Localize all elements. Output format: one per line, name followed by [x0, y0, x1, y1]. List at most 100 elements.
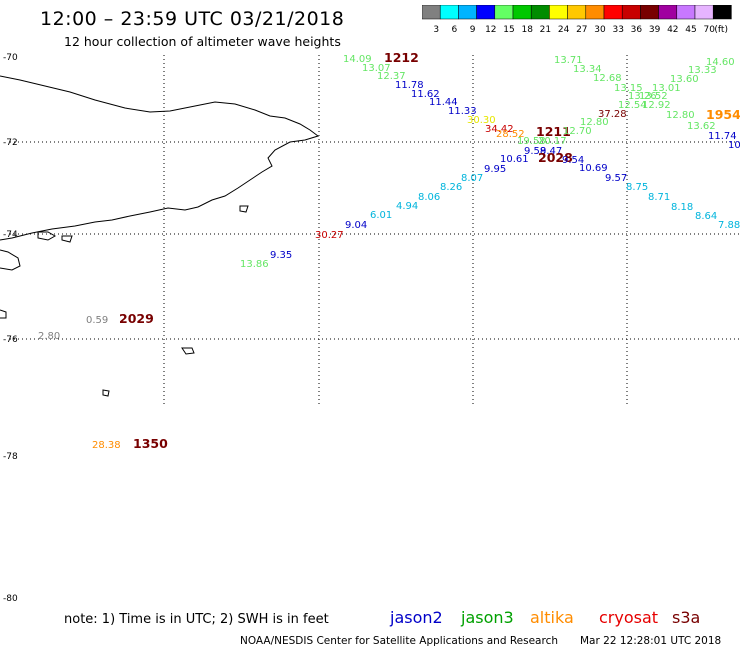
wave-height-value: 13.60	[670, 74, 699, 85]
colorbar-swatch	[712, 5, 732, 20]
wave-height-value: 14.60	[706, 57, 735, 68]
wave-height-value: 13.34	[573, 64, 602, 75]
wave-height-value: 12.37	[377, 71, 406, 82]
mission-s3a: s3a	[672, 608, 701, 627]
colorbar-tick: 27	[576, 25, 587, 35]
colorbar-tick: 70	[703, 25, 715, 35]
wave-height-value: 6.01	[370, 210, 392, 221]
wave-height-value: 34.42	[485, 124, 514, 135]
wave-height-value: 1212	[384, 50, 419, 65]
colorbar-tick: 6	[452, 25, 458, 35]
wave-height-value: 30.30	[467, 115, 496, 126]
wave-height-value: 9.35	[270, 250, 292, 261]
wave-height-value: 37.28	[598, 109, 627, 120]
colorbar-tick: 45	[685, 25, 696, 35]
wave-height-value: 13.86	[240, 259, 269, 270]
wave-height-value: 10.69	[579, 163, 608, 174]
wave-height-value: 9.58	[524, 146, 546, 157]
credit-text: NOAA/NESDIS Center for Satellite Applica…	[240, 635, 558, 647]
wave-height-value: 12.68	[593, 73, 622, 84]
latitude-labels: -70 -72 -74 -76 -78 -80	[3, 53, 18, 604]
wave-height-value: 30.27	[315, 230, 344, 241]
colorbar-tick: 18	[521, 25, 533, 35]
mission-jason3: jason3	[461, 608, 514, 627]
colorbar-tick: 3	[433, 25, 439, 35]
wave-height-value: 13.71	[554, 55, 583, 66]
wave-height-value: 13.01	[652, 83, 681, 94]
colorbar-tick: 24	[558, 25, 570, 35]
wave-height-value: 1350	[133, 436, 168, 451]
wave-height-value: 9.57	[605, 173, 627, 184]
wave-height-value: 8.26	[440, 182, 462, 193]
latitude-label: -78	[3, 452, 18, 462]
colorbar-tick: 42	[667, 25, 678, 35]
wave-height-value: 12.92	[642, 100, 671, 111]
wave-height-value: 7.88	[718, 220, 740, 231]
wave-height-value: 8.18	[671, 202, 693, 213]
wave-height-value: 20.17	[538, 136, 567, 147]
wave-height-value: 8.64	[695, 211, 717, 222]
mission-altika: altika	[530, 608, 574, 627]
wave-height-value: 13.26	[628, 91, 657, 102]
wave-height-value: 8.06	[418, 192, 440, 203]
colorbar-tick: 33	[612, 25, 623, 35]
graticule	[10, 55, 740, 405]
wave-height-value: 9.95	[484, 164, 506, 175]
wave-height-value: 12.54	[618, 100, 647, 111]
generated-timestamp: Mar 22 12:28:01 UTC 2018	[580, 635, 722, 647]
wave-height-value: 10.61	[500, 154, 529, 165]
colorbar-tick: 12	[485, 25, 496, 35]
wave-height-value: 28.38	[92, 440, 121, 451]
colorbar-tick: 15	[503, 25, 514, 35]
wave-height-value: 13.07	[362, 63, 391, 74]
wave-height-value: 19.58	[517, 136, 546, 147]
wave-height-value: 2.80	[38, 331, 60, 342]
latitude-label: -70	[3, 53, 18, 63]
coastline	[0, 75, 320, 397]
wave-height-value: 12.70	[563, 126, 592, 137]
wave-height-colorbar: 3 6 9 12 15 18 21 24 27 30 33 36 39 42 45 70 (ft)	[422, 5, 732, 35]
wave-height-value: 12.80	[580, 117, 609, 128]
footer-note: note: 1) Time is in UTC; 2) SWH is in fe…	[64, 612, 329, 627]
wave-height-value: 11.33	[448, 106, 477, 117]
map-subtitle: 12 hour collection of altimeter wave hei…	[64, 34, 341, 49]
wave-height-value: 13.62	[687, 121, 716, 132]
wave-height-value: 11.44	[429, 97, 458, 108]
mission-jason2: jason2	[390, 608, 443, 627]
wave-height-value: 10	[728, 140, 740, 151]
mission-cryosat: cryosat	[599, 608, 659, 627]
latitude-label: -76	[3, 335, 18, 345]
wave-height-map: -70-72-74-76-78-80 165168171174177 14.09…	[0, 50, 740, 604]
latitude-label: -80	[3, 594, 18, 604]
wave-height-value: 13.33	[688, 65, 717, 76]
wave-height-value: 14.09	[343, 54, 372, 65]
wave-height-value: 28.52	[496, 129, 525, 140]
map-title: 12:00 – 23:59 UTC 03/21/2018	[40, 8, 345, 30]
wave-height-value: 9.54	[562, 155, 584, 166]
wave-height-value: 8.75	[626, 182, 648, 193]
wave-height-value: 12.80	[666, 110, 695, 121]
observation-labels: 14.09 121213.0712.3711.7811.6211.4411.333…	[38, 50, 740, 451]
colorbar-tick: 9	[470, 25, 476, 35]
colorbar-tick: 30	[594, 25, 606, 35]
wave-height-value: 8.71	[648, 192, 670, 203]
colorbar-tick: 21	[540, 25, 551, 35]
wave-height-value: 9.04	[345, 220, 367, 231]
wave-height-value: 1211	[536, 124, 571, 139]
colorbar-tick: 39	[649, 25, 661, 35]
wave-height-value: 11.78	[395, 80, 424, 91]
colorbar-tick: 36	[631, 25, 643, 35]
wave-height-value: 13.15	[614, 83, 643, 94]
wave-height-value: 11.62	[411, 89, 440, 100]
wave-height-value: 2029	[119, 311, 154, 326]
colorbar-tick: (ft)	[714, 25, 728, 35]
wave-height-value: 2028	[538, 150, 573, 165]
wave-height-value: 11.74	[708, 131, 737, 142]
wave-height-value: 9.47	[540, 146, 562, 157]
latitude-label: -74	[3, 230, 18, 240]
wave-height-value: 4.94	[396, 201, 418, 212]
wave-height-value: 1954	[706, 107, 740, 122]
wave-height-value: 13.52	[639, 91, 668, 102]
wave-height-value: 0.59	[86, 315, 108, 326]
latitude-label: -72	[3, 138, 18, 148]
